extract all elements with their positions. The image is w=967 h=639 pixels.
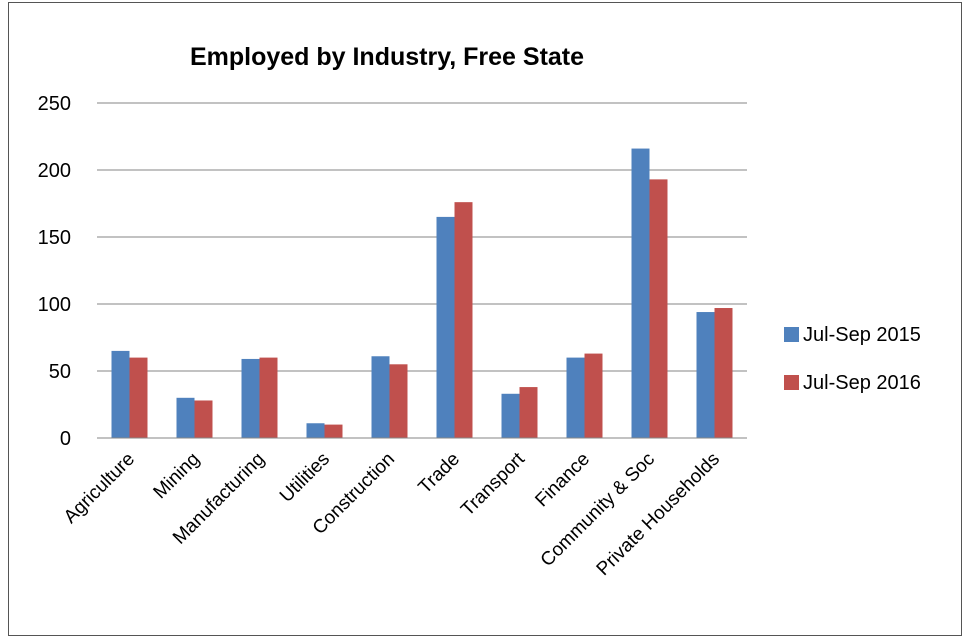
bar-jul-sep-2016: [129, 357, 148, 438]
bar-jul-sep-2015: [501, 393, 520, 438]
y-tick-label: 100: [38, 294, 71, 316]
bar-jul-sep-2015: [306, 423, 325, 438]
bar-jul-sep-2015: [371, 356, 390, 438]
chart-frame: Employed by Industry, Free State 0 50 100 1…: [8, 2, 962, 636]
bar-jul-sep-2016: [584, 353, 603, 438]
legend-swatch: [784, 375, 799, 390]
bar-jul-sep-2015: [436, 216, 455, 438]
bar-jul-sep-2015: [631, 148, 650, 438]
y-tick-label: 150: [38, 227, 71, 249]
y-tick-label: 0: [60, 428, 71, 450]
bars: [111, 148, 733, 438]
y-tick-label: 50: [49, 361, 71, 383]
bar-jul-sep-2016: [649, 179, 668, 438]
legend-label: Jul-Sep 2016: [803, 372, 921, 394]
x-tick-label: Community & Soc: [537, 449, 659, 571]
bar-jul-sep-2016: [714, 308, 733, 438]
x-tick-label: Private Households: [593, 449, 724, 580]
bar-jul-sep-2016: [389, 364, 408, 438]
bar-chart: Employed by Industry, Free State 0 50 100 1…: [38, 43, 921, 580]
bar-jul-sep-2015: [566, 357, 585, 438]
bar-jul-sep-2015: [111, 350, 130, 438]
y-axis-ticks: 0 50 100 150 200 250: [38, 93, 71, 450]
bar-jul-sep-2016: [194, 400, 213, 438]
bar-jul-sep-2016: [454, 202, 473, 438]
bar-jul-sep-2015: [696, 312, 715, 438]
x-tick-label: Utilities: [276, 449, 334, 507]
bar-jul-sep-2016: [324, 424, 343, 438]
chart-title: Employed by Industry, Free State: [190, 43, 584, 71]
y-tick-label: 250: [38, 93, 71, 115]
bar-jul-sep-2016: [259, 357, 278, 438]
bar-jul-sep-2016: [519, 387, 538, 438]
x-tick-label: Mining: [150, 449, 204, 503]
x-tick-label: Agriculture: [60, 449, 139, 528]
bar-jul-sep-2015: [241, 358, 260, 438]
x-tick-label: Finance: [531, 449, 594, 512]
legend: Jul-Sep 2015 Jul-Sep 2016: [784, 324, 921, 394]
x-tick-label: Transport: [457, 448, 529, 520]
x-tick-label: Trade: [415, 449, 464, 498]
legend-label: Jul-Sep 2015: [803, 324, 921, 346]
bar-jul-sep-2015: [176, 397, 195, 438]
y-tick-label: 200: [38, 160, 71, 182]
legend-swatch: [784, 327, 799, 342]
